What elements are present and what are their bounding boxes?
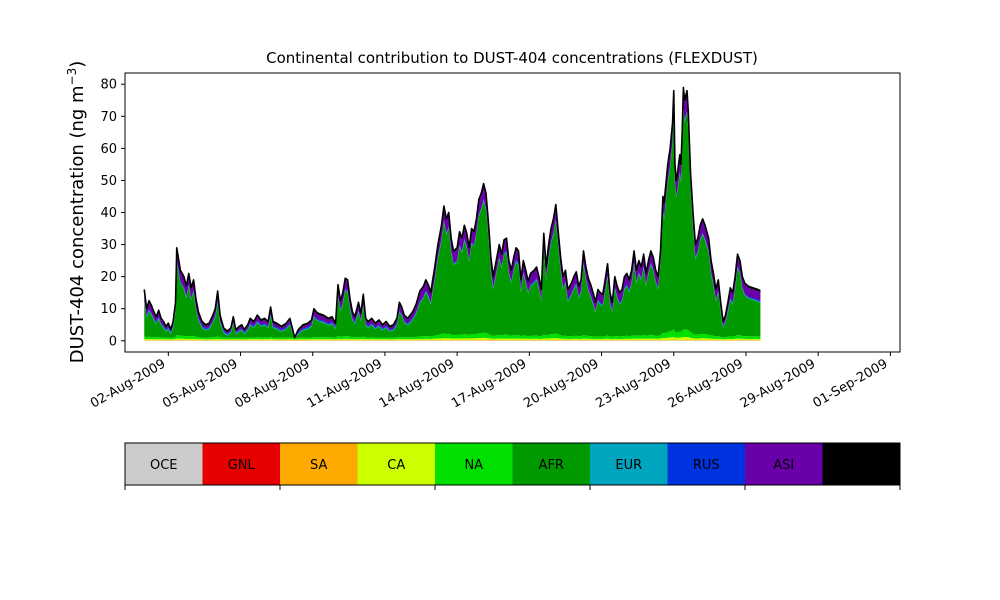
x-axis-ticks: 02-Aug-200905-Aug-200908-Aug-200911-Aug-…: [88, 352, 891, 412]
y-tick-label: 10: [100, 302, 117, 317]
y-axis-label-close: ): [67, 61, 88, 68]
y-tick-label: 30: [100, 238, 117, 253]
legend-label-ca: CA: [387, 458, 405, 473]
x-tick-label: 05-Aug-2009: [160, 356, 240, 411]
legend-swatch-rus: [667, 443, 745, 485]
y-axis-label: DUST-404 concentration (ng m−3): [65, 61, 88, 364]
x-tick-label: 20-Aug-2009: [521, 356, 601, 411]
series-area-na: [144, 329, 761, 340]
legend-swatch-gnl: [202, 443, 280, 485]
legend-label-asi: ASI: [773, 458, 794, 473]
x-tick-label: 29-Aug-2009: [738, 356, 818, 411]
legend-swatch-sa: [280, 443, 358, 485]
color-bar-legend: OCE GNL SA CA NA AFR EUR RUS ASI AUS: [124, 442, 901, 490]
series-area-afr: [144, 109, 761, 339]
legend-swatch-asi: [745, 443, 823, 485]
legend-label-afr: AFR: [539, 458, 564, 473]
legend-swatch-na: [435, 443, 513, 485]
x-tick-label: 26-Aug-2009: [666, 356, 746, 411]
legend-label-rus: RUS: [693, 458, 720, 473]
series-area-ca: [144, 336, 761, 341]
y-axis-label-main: DUST-404 concentration (ng m: [67, 85, 88, 363]
y-tick-label: 20: [100, 270, 117, 285]
legend-swatch-oce: [125, 443, 203, 485]
y-tick-label: 70: [100, 110, 117, 125]
y-tick-label: 0: [109, 334, 117, 349]
y-axis-ticks: 0 10 20 30 40 50 60 70 80: [100, 78, 125, 349]
x-tick-label: 08-Aug-2009: [232, 356, 312, 411]
legend-label-sa: SA: [310, 458, 327, 473]
legend-swatch-eur: [590, 443, 668, 485]
legend-label-oce: OCE: [150, 458, 178, 473]
legend-label-gnl: GNL: [228, 458, 256, 473]
y-tick-label: 80: [100, 78, 117, 93]
legend-frame: [124, 442, 901, 486]
plot-area: [143, 86, 761, 341]
x-tick-label: 11-Aug-2009: [305, 356, 385, 411]
y-tick-label: 40: [100, 206, 117, 221]
y-tick-label: 60: [100, 142, 117, 157]
series-line-total: [143, 86, 761, 339]
legend-swatch-afr: [512, 443, 590, 485]
x-tick-label: 01-Sep-2009: [811, 356, 891, 411]
x-tick-label: 02-Aug-2009: [88, 356, 168, 411]
y-axis-label-sup: −3: [65, 68, 79, 86]
x-tick-label: 14-Aug-2009: [377, 356, 457, 411]
x-tick-label: 17-Aug-2009: [449, 356, 529, 411]
legend-swatch-aus: [822, 443, 900, 485]
legend-label-na: NA: [464, 458, 483, 473]
legend-swatch-ca: [357, 443, 435, 485]
chart-title: Continental contribution to DUST-404 con…: [266, 49, 758, 67]
legend-label-eur: EUR: [615, 458, 642, 473]
y-tick-label: 50: [100, 174, 117, 189]
x-tick-label: 23-Aug-2009: [593, 356, 673, 411]
legend-label-aus: AUS: [848, 458, 875, 473]
